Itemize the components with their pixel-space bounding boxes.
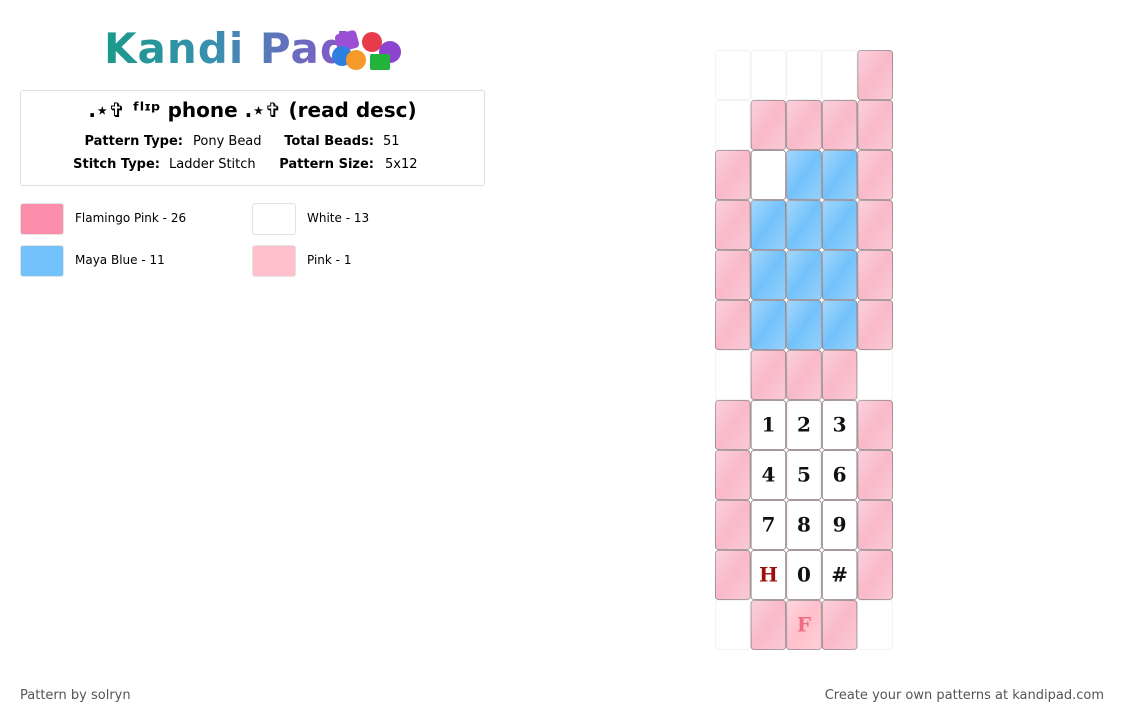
legend-label: Flamingo Pink - 26 (75, 211, 187, 225)
bead-shine (857, 400, 893, 450)
detail-value: 51 (383, 134, 400, 149)
empty-cell (786, 50, 822, 100)
bead-shine (857, 200, 893, 250)
bead-label: 0 (797, 563, 811, 587)
detail-value: 5x12 (385, 157, 418, 172)
bead-label: 5 (797, 463, 811, 487)
footer-credit: Pattern by solryn (20, 688, 131, 703)
detail-label: Pattern Type: (84, 134, 183, 149)
bead-shine (786, 600, 822, 650)
bead-shine (751, 250, 786, 300)
bead (750, 550, 787, 600)
bead-shine (822, 300, 857, 350)
bead-shine (715, 200, 751, 250)
bead-shine (822, 150, 857, 200)
bead (821, 450, 858, 500)
bead-label: 3 (833, 413, 847, 437)
bead-label: 2 (797, 413, 811, 437)
bead-shine (822, 350, 857, 400)
bead-shine (751, 300, 786, 350)
bead-label: 1 (761, 413, 775, 437)
bead-label: F (797, 613, 811, 637)
bead-shine (751, 200, 786, 250)
bead-shine (786, 350, 822, 400)
footer-link[interactable]: Create your own patterns at kandipad.com (824, 688, 1104, 703)
bead-shine (857, 100, 893, 150)
bead-label: 8 (797, 513, 811, 537)
bead (786, 550, 822, 600)
bead-label: 4 (761, 463, 775, 487)
bead-shine (786, 200, 822, 250)
detail-label: Pattern Size: (279, 157, 374, 172)
bead-shine (715, 300, 751, 350)
empty-cell (715, 100, 751, 150)
detail-label: Stitch Type: (73, 157, 160, 172)
logo-icon (332, 30, 401, 70)
bead (750, 400, 787, 450)
bead-shine (715, 400, 751, 450)
bead-shine (751, 600, 786, 650)
bead-shine (715, 150, 751, 200)
bead-shine (857, 250, 893, 300)
bead-shine (822, 100, 857, 150)
bead-shine (786, 150, 822, 200)
bead-shine (857, 150, 893, 200)
empty-cell (750, 50, 787, 100)
legend-swatch (20, 245, 64, 277)
detail-value: Ladder Stitch (169, 157, 256, 172)
bead-shine (715, 250, 751, 300)
pattern-title: .⋆✞ ᶠˡᶦᵖ phone .⋆✞ (read desc) (88, 98, 417, 122)
detail-label: Total Beads: (284, 134, 374, 149)
empty-cell (821, 50, 858, 100)
bead-label: # (831, 563, 848, 587)
bead (821, 500, 858, 550)
bead (821, 400, 858, 450)
bead-label: H (759, 563, 778, 587)
legend-swatch (20, 203, 64, 235)
bead-shine (857, 450, 893, 500)
bead-shine (857, 500, 893, 550)
empty-cell (715, 600, 751, 650)
legend-label: White - 13 (307, 211, 370, 225)
legend-swatch (252, 245, 296, 277)
bead-label: 9 (833, 513, 847, 537)
bead-shine (751, 100, 786, 150)
bead-shine (857, 50, 893, 100)
bead (786, 400, 822, 450)
bead-shine (715, 500, 751, 550)
bead-label: 7 (761, 513, 775, 537)
bead-shine (857, 300, 893, 350)
bead-shine (786, 300, 822, 350)
bead-shine (715, 450, 751, 500)
legend-swatch (252, 203, 296, 235)
bead-shine (822, 250, 857, 300)
empty-cell (715, 350, 751, 400)
bead-shine (786, 250, 822, 300)
bead-shine (786, 100, 822, 150)
info-card (20, 90, 485, 186)
logo[interactable]: Kandi Pad (104, 24, 351, 73)
bead (786, 450, 822, 500)
empty-cell (715, 50, 751, 100)
empty-cell (857, 600, 893, 650)
empty-cell (857, 350, 893, 400)
legend-label: Pink - 1 (307, 253, 352, 267)
detail-value: Pony Bead (193, 134, 262, 149)
bead-label: 6 (833, 463, 847, 487)
bead-shine (857, 550, 893, 600)
bead-shine (822, 200, 857, 250)
bead (786, 500, 822, 550)
bead (821, 550, 858, 600)
legend-label: Maya Blue - 11 (75, 253, 165, 267)
bead (750, 500, 787, 550)
bead-shine (715, 550, 751, 600)
bead (750, 450, 787, 500)
bead-shine (822, 600, 857, 650)
bead-shine (751, 350, 786, 400)
bead (750, 150, 787, 200)
bead-grid: 1 2 3 4 5 6 7 8 9 H 0 # F (715, 50, 893, 650)
